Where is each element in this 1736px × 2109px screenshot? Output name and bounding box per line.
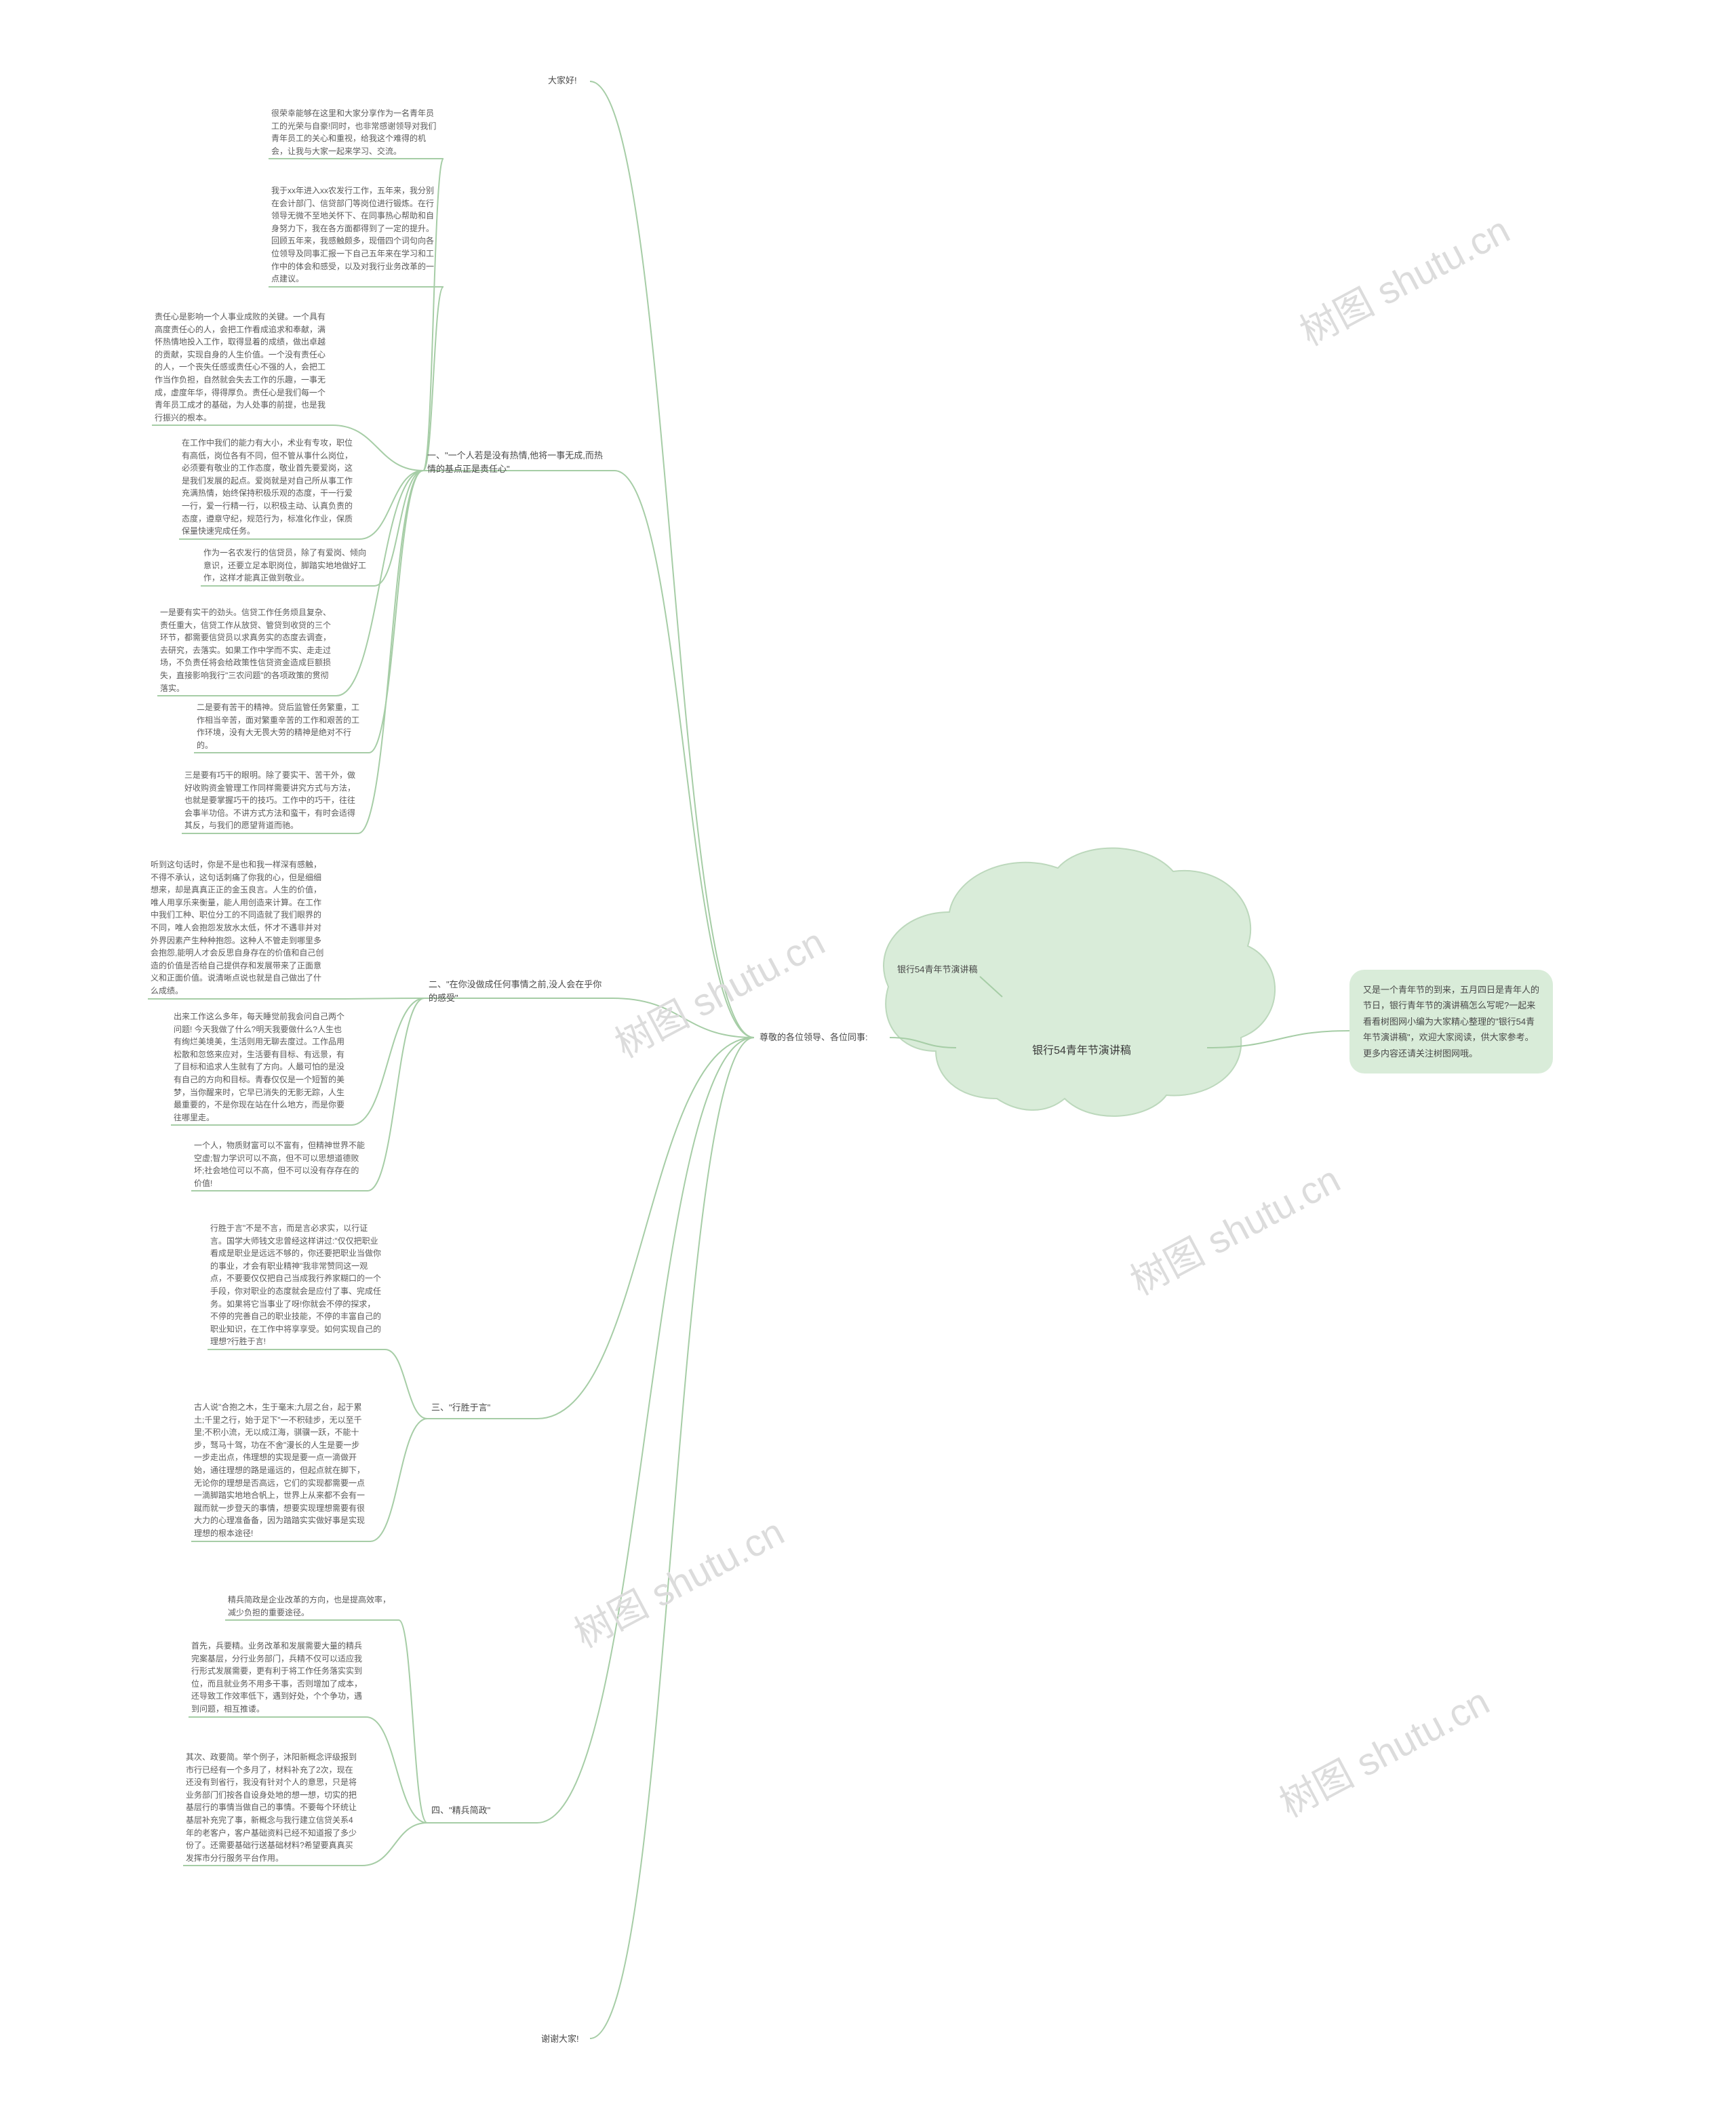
- greeting-bottom: 谢谢大家!: [541, 2032, 579, 2045]
- right-description-box: 又是一个青年节的到来，五月四日是青年人的节日，银行青年节的演讲稿怎么写呢?一起来…: [1349, 970, 1553, 1073]
- leaf-b1-1: 我于xx年进入xx农发行工作，五年来，我分别在会计部门、信贷部门等岗位进行锻炼。…: [271, 184, 441, 285]
- leaf-b2-2: 一个人，物质财富可以不富有，但精神世界不能空虚;智力学识可以不高，但不可以思想道…: [194, 1139, 365, 1189]
- branch-1-label: 一、"一个人若是没有热情,他将一事无成,而热情的基点正是责任心": [427, 449, 604, 476]
- cloud-title: 银行54青年节演讲稿: [956, 1041, 1207, 1057]
- leaf-b1-5: 一是要有实干的劲头。信贷工作任务烦且复杂、责任重大，信贷工作从放贷、管贷到收贷的…: [160, 606, 334, 694]
- center-cloud: [884, 848, 1275, 1116]
- leaf-b1-4: 作为一名农发行的信贷员，除了有爱岗、倾向意识，还要立足本职岗位，脚踏实地地做好工…: [203, 547, 372, 585]
- leaf-b3-0: 行胜于言"不是不言，而是言必求实，以行证言。国学大师钱文忠曾经这样讲过:"仅仅把…: [210, 1222, 382, 1348]
- leaf-b2-0: 听到这句话时，你是不是也和我一样深有感触，不得不承认，这句话刺痛了你我的心，但是…: [151, 859, 327, 998]
- branch-2-label: 二、"在你没做成任何事情之前,没人会在乎你的感受": [429, 978, 605, 1005]
- leaf-b4-0: 精兵简政是企业改革的方向，也是提高效率，减少负担的重要途径。: [228, 1594, 396, 1619]
- leaf-b3-1: 古人说"合抱之木，生于毫末;九层之台，起于累土;千里之行，始于足下"一不积硅步，…: [194, 1401, 368, 1540]
- leaf-b2-1: 出来工作这么多年，每天睡觉前我会问自己两个问题! 今天我做了什么?明天我要做什么…: [174, 1010, 349, 1124]
- branch-3-label: 三、"行胜于言": [431, 1401, 533, 1415]
- leaf-b1-2: 责任心是影响一个人事业成败的关键。一个具有高度责任心的人，会把工作看成追求和奉献…: [155, 311, 330, 424]
- greeting-top: 大家好!: [548, 73, 577, 86]
- root-link-title: 银行54青年节演讲稿: [897, 963, 977, 977]
- leaf-b1-6: 二是要有苦干的精神。贷后监管任务繁重，工作相当辛苦，面对繁重辛苦的工作和艰苦的工…: [197, 701, 366, 751]
- branch-4-label: 四、"精兵简政": [431, 1804, 533, 1817]
- leaf-b1-3: 在工作中我们的能力有大小，术业有专攻，职位有高低，岗位各有不同，但不管从事什么岗…: [182, 437, 357, 538]
- leaf-b4-1: 首先，兵要精。业务改革和发展需要大量的精兵完案基层，分行业务部门，兵精不仅可以适…: [191, 1640, 363, 1716]
- leaf-b1-0: 很荣幸能够在这里和大家分享作为一名青年员工的光荣与自豪!同时，也非常感谢领导对我…: [271, 107, 441, 157]
- leaf-b1-7: 三是要有巧干的眼明。除了要实干、苦干外，做好收购资金管理工作同样需要讲究方式与方…: [184, 769, 355, 832]
- leaf-b4-2: 其次、政要简。举个例子，沐阳新概念评级报到市行已经有一个多月了，材料补充了2次，…: [186, 1751, 359, 1864]
- root-label: 尊敬的各位领导、各位同事:: [760, 1031, 868, 1044]
